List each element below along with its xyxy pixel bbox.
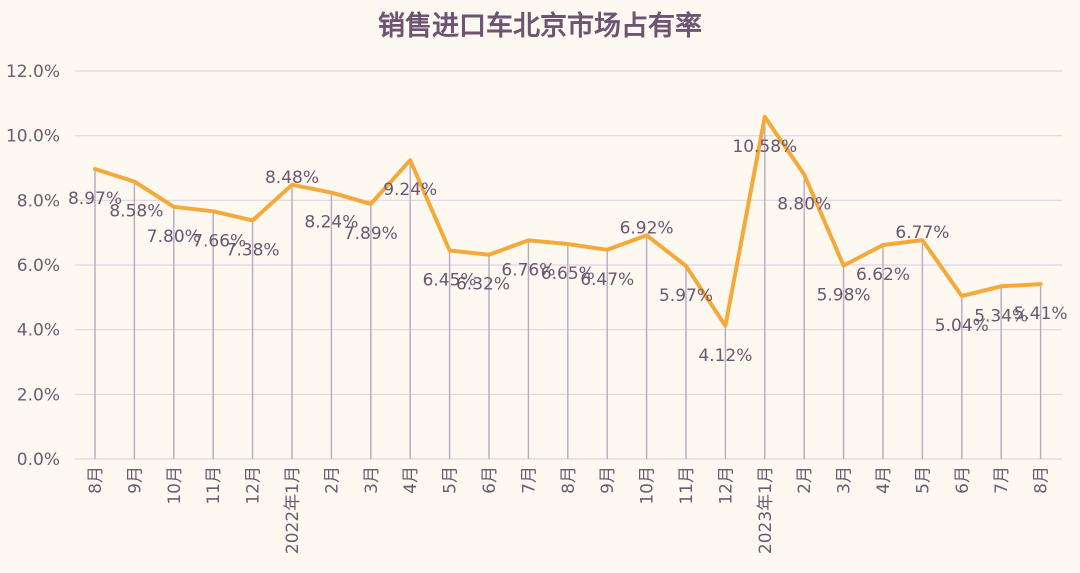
drop-lines: [94, 116, 1042, 459]
data-label: 6.47%: [580, 270, 634, 290]
y-tick-label: 8.0%: [17, 191, 60, 211]
data-label: 6.32%: [456, 275, 510, 295]
data-label: 6.92%: [620, 218, 674, 238]
x-tick-label: 8月: [86, 466, 106, 494]
data-label: 6.65%: [541, 264, 595, 284]
data-labels: 8.97%8.58% 7.80%7.66%7.38% 8.48% 8.24%7.89%…: [68, 137, 1068, 366]
x-axis-ticks: 8月 9月 10月 11月 12月 2022年1月 2月 3月 4月 5月 6月 7月 8月 9月 10月 1…: [86, 466, 1052, 554]
series-line: [93, 114, 1043, 328]
data-label: 8.97%: [68, 189, 122, 209]
data-label: 4.12%: [698, 346, 752, 366]
x-tick-label: 10月: [165, 466, 185, 505]
x-tick-label: 10月: [638, 466, 658, 505]
x-tick-label: 12月: [244, 466, 264, 505]
data-label: 8.58%: [109, 202, 163, 222]
x-tick-label: 11月: [204, 466, 224, 505]
chart-title: 销售进口车北京市场占有率: [378, 11, 702, 42]
data-label: 5.41%: [1014, 304, 1068, 324]
x-tick-label: 8月: [1032, 466, 1052, 494]
data-label: 8.80%: [777, 194, 831, 214]
data-label: 8.24%: [304, 213, 358, 233]
x-tick-label: 2月: [322, 466, 342, 494]
x-tick-label: 12月: [716, 466, 736, 505]
x-tick-label: 3月: [835, 466, 855, 494]
x-tick-label: 4月: [401, 466, 421, 494]
data-label: 7.80%: [147, 227, 201, 247]
y-tick-label: 6.0%: [17, 256, 60, 276]
data-label: 7.89%: [344, 224, 398, 244]
y-axis-ticks: 0.0% 2.0% 4.0% 6.0% 8.0% 10.0% 12.0%: [6, 62, 60, 470]
x-tick-label: 7月: [992, 466, 1012, 494]
x-tick-label: 9月: [598, 466, 618, 494]
data-label: 6.62%: [856, 265, 910, 285]
data-label: 5.98%: [817, 286, 871, 306]
y-tick-label: 10.0%: [6, 127, 60, 147]
x-tick-label: 4月: [874, 466, 894, 494]
x-tick-label: 6月: [480, 466, 500, 494]
data-label: 5.04%: [935, 316, 989, 336]
y-tick-label: 4.0%: [17, 321, 60, 341]
data-label: 10.58%: [732, 137, 797, 157]
x-tick-label: 2023年1月: [756, 466, 776, 554]
data-label: 6.76%: [501, 260, 555, 280]
series-line-layer: [93, 114, 1043, 328]
x-tick-label: 2022年1月: [283, 466, 303, 554]
y-tick-label: 0.0%: [17, 450, 60, 470]
x-tick-label: 5月: [913, 466, 933, 494]
data-label: 6.77%: [895, 223, 949, 243]
x-tick-label: 7月: [519, 466, 539, 494]
data-label: 8.48%: [265, 168, 319, 188]
x-tick-label: 6月: [953, 466, 973, 494]
data-label: 7.38%: [226, 240, 280, 260]
x-tick-label: 9月: [125, 466, 145, 494]
data-label: 5.34%: [974, 306, 1028, 326]
x-tick-label: 5月: [441, 466, 461, 494]
x-tick-label: 11月: [677, 466, 697, 505]
data-label: 5.97%: [659, 286, 713, 306]
data-label: 7.66%: [192, 231, 246, 251]
data-label: 9.24%: [383, 180, 437, 200]
x-tick-label: 3月: [362, 466, 382, 494]
x-tick-label: 8月: [559, 466, 579, 494]
x-tick-label: 2月: [795, 466, 815, 494]
y-tick-label: 2.0%: [17, 385, 60, 405]
data-label: 6.45%: [423, 270, 477, 290]
y-tick-label: 12.0%: [6, 62, 60, 82]
